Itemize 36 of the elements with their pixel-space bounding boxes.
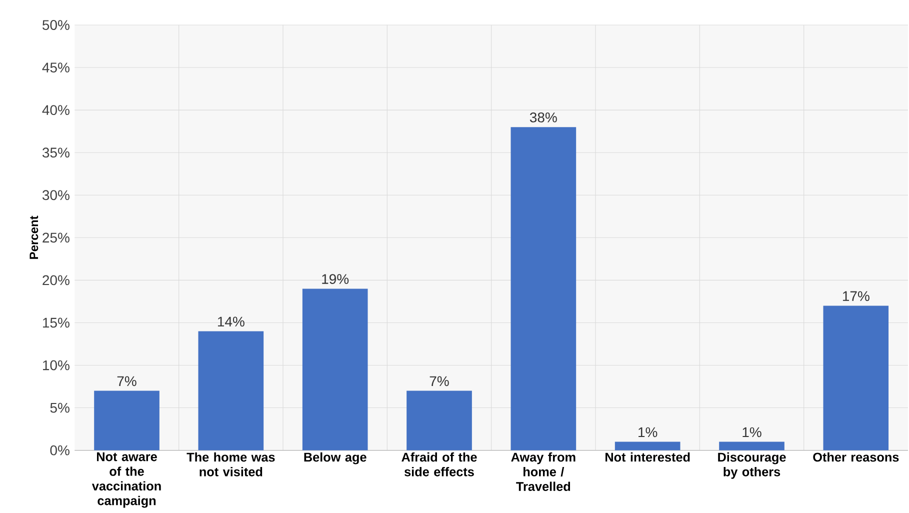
x-tick-label: Below age: [304, 452, 366, 464]
data-label: 7%: [430, 376, 449, 386]
y-tick-label: 35%: [42, 148, 70, 158]
bar: [823, 306, 889, 450]
y-tick-label: 10%: [43, 360, 70, 370]
x-tick-label: Other reasons: [813, 452, 899, 462]
bar: [614, 442, 680, 450]
x-tick-label: The home was not visited: [186, 452, 275, 476]
data-label: 14%: [218, 316, 244, 327]
x-tick-label: Not aware of the vaccination campaign: [92, 452, 161, 508]
bar: [406, 390, 472, 450]
y-tick-label: 45%: [42, 62, 70, 72]
y-tick-label: 25%: [42, 232, 70, 243]
bar: [94, 390, 160, 450]
y-tick-label: 15%: [43, 318, 70, 328]
data-label: 1%: [638, 427, 658, 438]
data-label: 19%: [322, 274, 349, 284]
x-tick-label: Afraid of the side effects: [402, 452, 477, 476]
y-tick-label: 40%: [42, 105, 70, 116]
x-tick-label: Discourage by others: [718, 452, 786, 479]
bar: [302, 288, 368, 450]
x-tick-label: Away from home / Travelled: [511, 452, 576, 491]
y-axis-title: Percent: [30, 216, 38, 259]
data-label: 7%: [117, 376, 136, 386]
bar: [510, 127, 576, 450]
data-label: 1%: [742, 427, 762, 438]
y-tick-label: 30%: [42, 190, 70, 200]
y-tick-label: 20%: [42, 275, 70, 286]
data-label: 38%: [530, 112, 557, 122]
x-tick-label: Not interested: [606, 452, 690, 462]
y-tick-label: 5%: [50, 402, 70, 413]
bar: [198, 331, 264, 450]
data-label: 17%: [842, 291, 870, 301]
bar: [719, 442, 784, 450]
y-tick-label: 50%: [42, 20, 70, 30]
y-tick-label: 0%: [50, 445, 70, 456]
